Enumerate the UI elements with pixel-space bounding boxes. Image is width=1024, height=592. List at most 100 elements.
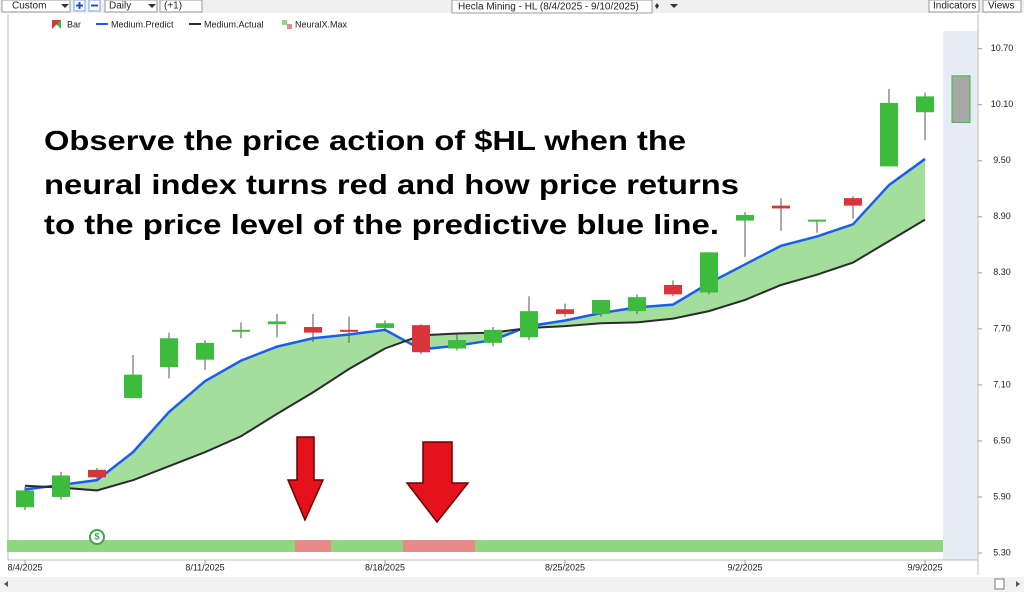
indicator-cell: [115, 540, 151, 552]
x-tick-label: 8/4/2025: [7, 562, 42, 572]
candle-body: [16, 490, 34, 508]
indicator-cell: [907, 540, 943, 552]
dropdown-caret: [148, 4, 156, 8]
x-tick-label: 8/11/2025: [185, 562, 224, 572]
indicator-cell: [763, 540, 799, 552]
x-tick-label: 8/18/2025: [365, 562, 405, 572]
y-tick-label: 6.50: [993, 435, 1011, 445]
legend-label: Medium.Actual: [204, 19, 264, 29]
indicator-cell: [43, 540, 79, 552]
scroll-thumb[interactable]: [994, 578, 1005, 590]
legend-label: NeuralX.Max: [295, 19, 348, 29]
offset-box[interactable]: [159, 0, 203, 13]
indicator-cell: [403, 540, 439, 552]
y-tick-label: 9.50: [993, 155, 1011, 165]
series-line: [24, 218, 926, 492]
indicator-cell: [331, 540, 367, 552]
indicator-cell: [79, 540, 115, 552]
dropdown-caret: [61, 4, 69, 8]
x-tick-label: 9/2/2025: [727, 562, 762, 572]
indicator-cell: [691, 540, 727, 552]
indicator-cell: [7, 540, 43, 552]
signal-marker-label: $: [94, 531, 99, 541]
x-tick-label: 8/25/2025: [545, 562, 585, 572]
candle-body: [664, 284, 682, 295]
indicator-cell: [475, 540, 511, 552]
indicator-cell: [367, 540, 403, 552]
candle-body: [880, 102, 898, 167]
candle-body: [592, 299, 610, 314]
candle-body: [520, 311, 538, 338]
series-line: [24, 157, 926, 491]
candle-body: [160, 338, 178, 368]
views-label: Views: [988, 1, 1015, 12]
signal-marker[interactable]: [89, 529, 105, 545]
y-tick-label: 5.90: [993, 491, 1011, 501]
scrollbar[interactable]: [0, 577, 1024, 592]
views-button[interactable]: [982, 0, 1022, 13]
candle-body: [844, 198, 862, 206]
interval-label: Daily: [109, 1, 131, 12]
y-tick-label: 8.90: [993, 211, 1011, 221]
interval-dropdown[interactable]: [104, 0, 158, 13]
indicator-cell: [871, 540, 907, 552]
candle-body: [736, 214, 754, 221]
candle-body: [556, 309, 574, 314]
indicator-cell: [187, 540, 223, 552]
candle-body: [772, 205, 790, 209]
candle-body: [448, 340, 466, 349]
legend-icon: [287, 24, 292, 29]
candle-body: [951, 75, 971, 124]
candle-body: [232, 329, 250, 332]
range-dropdown[interactable]: [1, 0, 71, 13]
indicator-cell: [223, 540, 259, 552]
legend-label: Bar: [67, 19, 81, 29]
symbol-box[interactable]: [451, 0, 653, 14]
annotation-line: to the price level of the predictive blu…: [44, 209, 719, 240]
indicator-cell: [655, 540, 691, 552]
candle-body: [628, 297, 646, 312]
indicator-cell: [439, 540, 475, 552]
candle-body: [412, 325, 430, 353]
legend-label: Medium.Predict: [111, 19, 174, 29]
candle-body: [340, 329, 358, 332]
y-tick-label: 10.70: [991, 43, 1014, 53]
indicator-cell: [295, 540, 331, 552]
annotation-line: neural index turns red and how price ret…: [44, 169, 739, 200]
symbol-controls[interactable]: [655, 3, 678, 9]
candle-body: [376, 323, 394, 328]
candle-body: [916, 96, 934, 113]
candle-body: [52, 475, 70, 497]
candle-body: [268, 321, 286, 325]
indicator-cell: [799, 540, 835, 552]
indicator-cell: [835, 540, 871, 552]
plus-icon: [76, 2, 83, 9]
indicator-cell: [151, 540, 187, 552]
candle-body: [304, 327, 322, 333]
range-label: Custom: [12, 1, 46, 12]
chart-title: Hecla Mining - HL (8/4/2025 - 9/10/2025): [458, 2, 639, 13]
candle-body: [808, 219, 826, 222]
y-tick-label: 10.10: [991, 99, 1014, 109]
offset-label: (+1): [164, 1, 182, 12]
legend-icon: [282, 20, 287, 25]
annotation-line: Observe the price action of $HL when the: [44, 125, 686, 156]
candle-body: [196, 342, 214, 360]
legend-icon: [52, 20, 61, 29]
candle-body: [700, 252, 718, 293]
indicator-cell: [547, 540, 583, 552]
y-tick-label: 8.30: [993, 267, 1011, 277]
indicator-cell: [583, 540, 619, 552]
candle-body: [88, 469, 106, 478]
y-tick-label: 7.70: [993, 323, 1011, 333]
spread-area: [25, 158, 925, 491]
x-tick-label: 9/9/2025: [907, 562, 942, 572]
indicators-label: Indicators: [933, 1, 976, 12]
candle-body: [124, 374, 142, 398]
indicator-cell: [259, 540, 295, 552]
candle-body: [484, 329, 502, 343]
indicators-button[interactable]: [928, 0, 980, 13]
down-arrow: [405, 441, 470, 524]
indicator-cell: [727, 540, 763, 552]
